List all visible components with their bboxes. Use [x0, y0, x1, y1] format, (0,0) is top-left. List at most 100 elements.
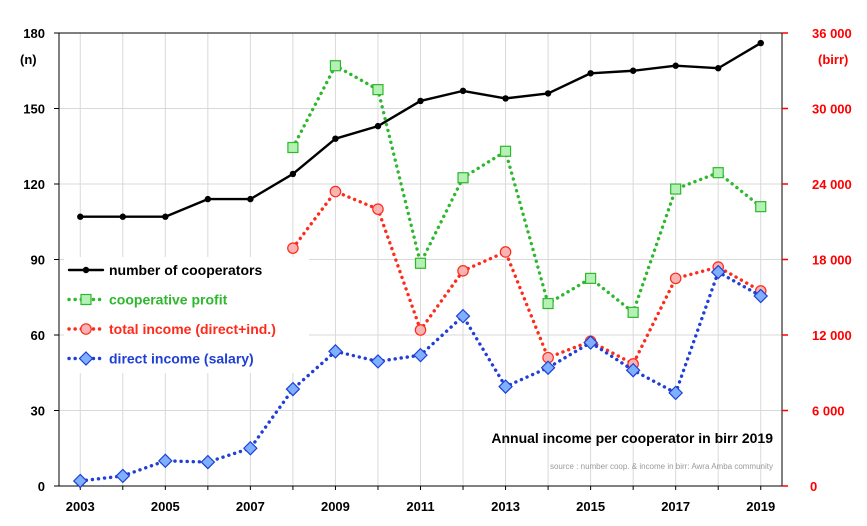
data-point	[715, 65, 722, 72]
x-axis-ticks: 2003 2005 2007 2009 2011 2013 2015 2017 2019	[66, 486, 775, 514]
left-axis-unit: (n)	[20, 52, 37, 67]
data-point	[455, 308, 471, 324]
data-point	[629, 67, 637, 74]
data-point	[289, 170, 297, 178]
data-point	[414, 324, 427, 336]
series-0	[77, 39, 764, 220]
data-point	[625, 362, 641, 378]
data-point	[157, 453, 173, 469]
data-point	[287, 141, 299, 154]
right-tick-label: 12 000	[812, 328, 852, 343]
series-line	[291, 189, 763, 366]
series-line	[291, 64, 763, 315]
data-point	[670, 183, 682, 195]
data-point	[370, 354, 386, 369]
right-tick-label: 18 000	[812, 253, 852, 268]
data-point	[417, 97, 424, 105]
data-point	[672, 62, 679, 69]
x-tick-label: 2007	[236, 499, 265, 514]
data-point	[540, 360, 556, 376]
data-point	[374, 122, 382, 130]
x-tick-label: 2013	[491, 499, 520, 514]
x-tick-label: 2015	[576, 499, 605, 514]
legend-label: total income (direct+ind.)	[109, 321, 276, 337]
left-tick-label: 150	[23, 102, 45, 117]
data-point	[329, 60, 342, 72]
data-point	[413, 347, 428, 363]
legend-marker	[80, 293, 92, 306]
left-tick-label: 0	[38, 479, 45, 494]
data-point	[710, 264, 726, 280]
data-point	[757, 39, 764, 47]
data-point	[372, 84, 384, 96]
data-point	[204, 195, 212, 203]
data-point	[669, 272, 682, 285]
left-tick-label: 30	[31, 404, 45, 419]
data-point	[502, 95, 509, 102]
data-point	[544, 90, 552, 97]
series-1	[287, 60, 767, 318]
data-point	[332, 135, 339, 142]
data-point	[498, 379, 513, 394]
x-tick-label: 2003	[66, 499, 95, 514]
right-tick-label: 30 000	[812, 102, 852, 117]
data-point	[542, 297, 554, 310]
x-tick-label: 2011	[406, 499, 434, 514]
right-tick-label: 0	[810, 479, 817, 494]
data-point	[372, 203, 384, 215]
legend-label: number of cooperators	[109, 262, 262, 278]
data-point	[499, 246, 512, 258]
series-layer	[72, 39, 769, 489]
data-point	[712, 167, 724, 179]
legend-label: direct income (salary)	[109, 351, 254, 367]
data-point	[414, 257, 427, 269]
data-point	[285, 381, 301, 397]
left-axis-ticks: 0 30 60 90 120 150 180	[23, 26, 59, 494]
data-point	[115, 468, 131, 484]
series-3	[72, 264, 769, 489]
x-tick-label: 2017	[661, 499, 690, 514]
chart-title: Annual income per cooperator in birr 201…	[491, 430, 773, 446]
legend-marker	[82, 266, 90, 274]
data-point	[499, 145, 512, 157]
data-point	[627, 306, 639, 318]
data-point	[753, 288, 769, 304]
data-point	[755, 201, 767, 213]
left-tick-label: 120	[23, 177, 45, 192]
x-tick-label: 2005	[151, 499, 180, 514]
data-point	[247, 195, 254, 203]
data-point	[329, 185, 342, 198]
legend-label: cooperative profit	[109, 292, 228, 308]
right-axis-ticks: 0 6 000 12 000 18 000 24 000 30 000 36 000	[782, 26, 852, 494]
data-point	[200, 454, 216, 470]
data-point	[77, 213, 84, 220]
left-tick-label: 60	[31, 328, 45, 343]
right-tick-label: 24 000	[812, 177, 852, 192]
data-point	[162, 213, 169, 220]
data-point	[457, 265, 469, 277]
legend: number of cooperators cooperative profit t…	[64, 257, 309, 373]
data-point	[328, 344, 343, 359]
data-point	[243, 440, 258, 456]
data-point	[587, 70, 594, 77]
right-tick-label: 36 000	[812, 26, 852, 41]
left-tick-label: 180	[23, 26, 45, 41]
data-point	[668, 385, 684, 401]
x-tick-label: 2009	[321, 499, 350, 514]
data-point	[457, 172, 469, 184]
chart-source: source : number coop. & income in birr: …	[550, 462, 773, 471]
data-point	[119, 213, 126, 220]
legend-box	[64, 257, 309, 373]
data-point	[459, 87, 467, 95]
legend-marker	[78, 351, 94, 366]
data-point	[585, 272, 597, 284]
data-point	[583, 335, 598, 350]
data-point	[287, 242, 299, 254]
legend-marker	[80, 323, 92, 335]
right-tick-label: 6 000	[812, 404, 845, 419]
right-axis-unit: (birr)	[818, 52, 848, 67]
x-tick-label: 2019	[746, 499, 775, 514]
data-point	[72, 473, 88, 489]
left-tick-label: 90	[31, 253, 45, 268]
